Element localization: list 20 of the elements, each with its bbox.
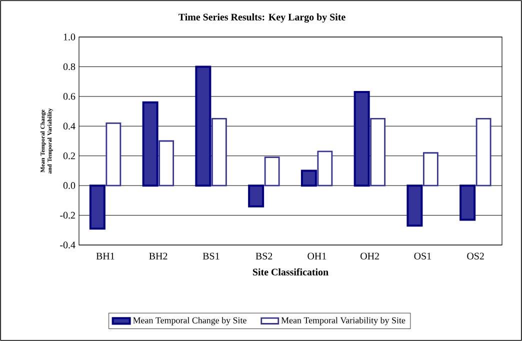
y-tick-label: 1.0 <box>64 34 76 40</box>
y-tick-label: 0.8 <box>63 63 76 70</box>
y-tick-label: 0.0 <box>63 182 76 189</box>
x-tick-label: OS1 <box>414 252 431 260</box>
y-tick-label: 0.4 <box>63 122 76 130</box>
x-tick-label: BS1 <box>202 252 220 260</box>
x-tick-label: BS2 <box>256 252 272 260</box>
y-tick-label: -0.4 <box>60 242 76 248</box>
y-tick-label: -0.2 <box>60 212 75 219</box>
y-tick-label: 0.2 <box>63 152 75 160</box>
x-tick-label: OH2 <box>360 252 379 260</box>
x-tick-label: OH1 <box>308 252 326 260</box>
legend-label: Mean Temporal Change by Site <box>133 317 246 326</box>
y-tick-label: 0.6 <box>63 93 76 100</box>
x-tick-label: OS2 <box>467 252 484 260</box>
x-tick-label: BH2 <box>149 252 168 260</box>
x-axis-title: Site Classification <box>252 268 328 276</box>
chart-title: Time Series Results: Key Largo by Site <box>178 13 346 23</box>
legend-label: Mean Temporal Variability by Site <box>281 317 406 326</box>
x-tick-label: BH1 <box>96 252 114 260</box>
